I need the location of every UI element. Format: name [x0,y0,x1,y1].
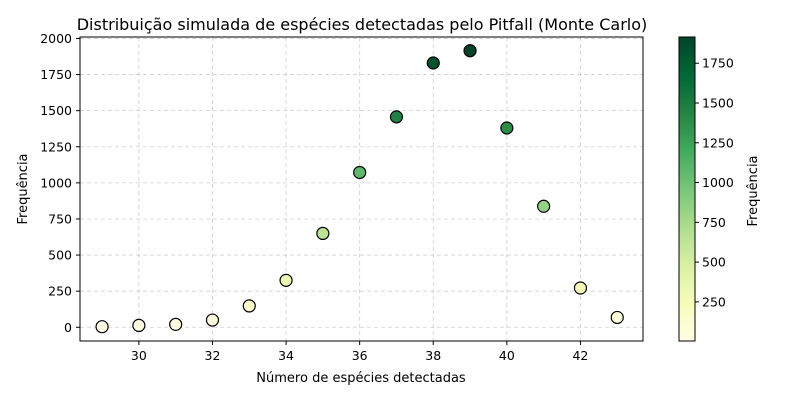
y-tick-label: 1500 [40,103,72,118]
y-tick-label: 2000 [40,31,72,46]
data-point [610,310,624,325]
y-tick-label: 750 [48,211,72,226]
y-tick-label: 0 [64,320,72,335]
plot-frame [79,36,644,342]
y-tick-label: 500 [48,248,72,263]
colorbar-tick-label: 750 [702,215,726,230]
colorbar-tick-label: 1000 [702,175,734,190]
colorbar-tick-label: 1750 [702,56,734,71]
x-tick-label: 36 [352,348,368,363]
data-point [316,226,330,241]
data-point [500,121,514,135]
colorbar-label: Frequência [746,155,761,226]
data-points [95,44,624,334]
data-point [426,56,440,70]
grid-lines [80,37,643,341]
x-tick-label: 32 [205,348,221,363]
data-point [205,313,220,327]
y-tick-label: 1750 [40,67,72,82]
data-point [463,44,477,58]
data-point [279,273,293,287]
y-tick-label: 1250 [40,139,72,154]
data-point [95,320,109,334]
colorbar-tick-label: 250 [702,294,726,309]
colorbar-tick-label: 500 [702,255,726,270]
y-axis-ticks: 0 250 500 750 1000 1250 1500 1750 2000 [40,31,80,335]
y-tick-label: 1000 [40,175,72,190]
x-tick-label: 34 [278,348,294,363]
data-point [537,199,551,213]
y-tick-label: 250 [48,284,72,299]
data-point [132,318,146,333]
x-axis-label: Número de espécies detectadas [256,371,466,386]
colorbar-tick-label: 1500 [702,96,734,111]
data-point [242,299,256,313]
x-tick-label: 38 [425,348,441,363]
x-tick-label: 42 [572,348,588,363]
data-point [389,110,404,124]
data-point [353,165,367,180]
x-tick-label: 30 [131,348,147,363]
colorbar [678,36,696,342]
colorbar-ticks: 250 500 750 1000 1250 1500 1750 [695,56,734,309]
data-point [169,317,183,331]
data-point [573,281,588,295]
x-axis-ticks: 30 32 34 36 38 40 42 [131,341,588,363]
colorbar-tick-label: 1250 [702,135,734,150]
y-axis-label: Frequência [16,153,31,224]
x-tick-label: 40 [499,348,515,363]
chart-title: Distribuição simulada de espécies detect… [77,15,648,34]
